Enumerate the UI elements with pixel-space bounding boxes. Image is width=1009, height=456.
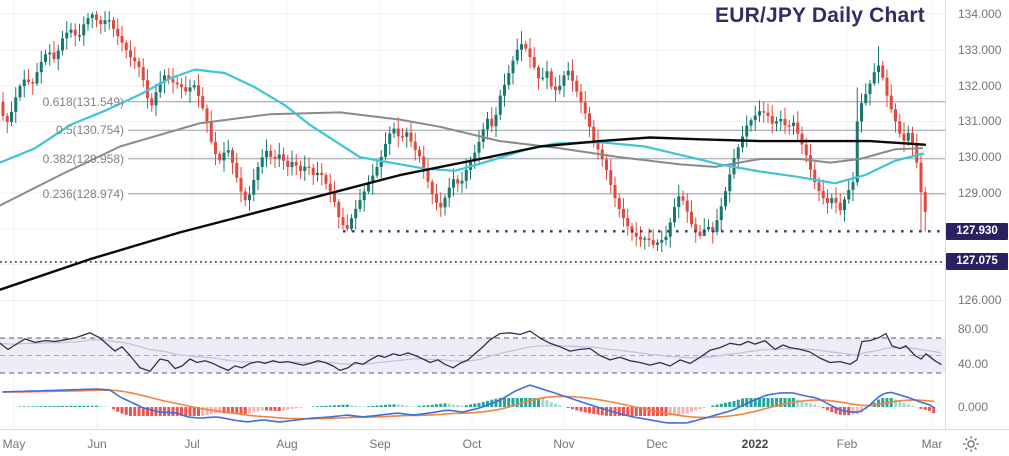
price-axis-label: 132.000 [958,78,1002,93]
rsi-axis-label: 80.00 [958,322,989,337]
time-axis-month-label[interactable]: Jul [184,437,200,451]
time-axis-month-label[interactable]: Feb [836,437,858,451]
chart-title: EUR/JPY Daily Chart [715,4,925,27]
fib-level-label: 0.382(129.958) [42,151,124,166]
price-axis-label: 134.000 [958,7,1002,21]
time-axis-month-label[interactable]: Oct [462,437,482,451]
macd-axis-label: 0.000 [958,400,989,414]
price-axis-label: 133.000 [958,42,1002,57]
time-axis-month-label[interactable]: Mar [921,437,943,451]
time-axis-month-label[interactable]: Jun [87,437,107,451]
price-axis-label: 130.000 [958,150,1002,165]
price-axis-label: 129.000 [958,186,1002,200]
time-axis-month-label[interactable]: Dec [646,437,668,451]
time-axis-month-label[interactable]: Aug [276,437,298,451]
fib-level-label: 0.236(128.974) [42,186,124,201]
fib-level-label: 0.618(131.549) [42,94,124,109]
price-axis-label: 126.000 [958,293,1002,308]
settings-gear-icon[interactable] [962,435,980,453]
price-level-badge: 127.930 [946,222,1008,240]
price-level-badge: 127.075 [946,253,1008,271]
time-axis-month-label[interactable]: May [2,437,26,451]
time-axis-month-label[interactable]: Nov [553,437,575,451]
time-axis-month-label[interactable]: Sep [369,437,391,451]
price-axis-label: 131.000 [958,114,1002,129]
time-axis-year-label[interactable]: 2022 [741,437,769,451]
chart-canvas[interactable] [0,0,1009,430]
rsi-axis-label: 40.00 [958,357,989,372]
fib-level-label: 0.5(130.754) [55,123,124,138]
